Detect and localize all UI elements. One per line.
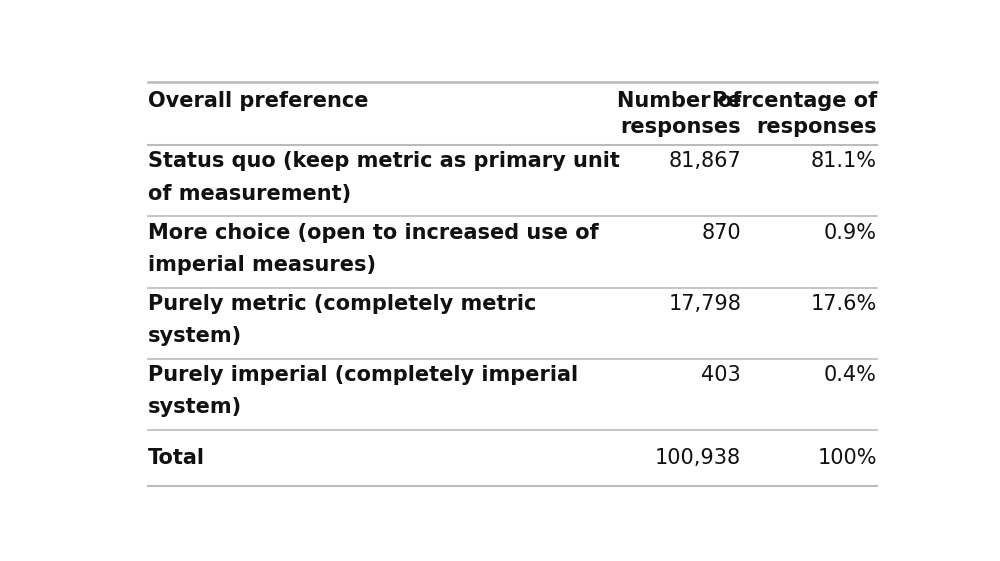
Text: 100%: 100% — [817, 448, 877, 468]
Text: Purely metric (completely metric: Purely metric (completely metric — [148, 294, 537, 314]
Text: responses: responses — [756, 117, 877, 137]
Text: Number of: Number of — [617, 91, 741, 111]
Text: 870: 870 — [702, 223, 741, 242]
Text: 17,798: 17,798 — [668, 294, 741, 314]
Text: imperial measures): imperial measures) — [148, 255, 376, 275]
Text: 81.1%: 81.1% — [811, 151, 877, 171]
Text: 403: 403 — [701, 365, 741, 385]
Text: system): system) — [148, 398, 242, 417]
Text: 100,938: 100,938 — [655, 448, 741, 468]
Text: system): system) — [148, 326, 242, 346]
Text: 17.6%: 17.6% — [810, 294, 877, 314]
Text: Purely imperial (completely imperial: Purely imperial (completely imperial — [148, 365, 578, 385]
Text: of measurement): of measurement) — [148, 183, 351, 204]
Text: responses: responses — [620, 117, 741, 137]
Text: Percentage of: Percentage of — [712, 91, 877, 111]
Text: 0.4%: 0.4% — [824, 365, 877, 385]
Text: Overall preference: Overall preference — [148, 91, 369, 111]
Text: Status quo (keep metric as primary unit: Status quo (keep metric as primary unit — [148, 151, 620, 171]
Text: 81,867: 81,867 — [668, 151, 741, 171]
Text: 0.9%: 0.9% — [824, 223, 877, 242]
Text: More choice (open to increased use of: More choice (open to increased use of — [148, 223, 599, 242]
Text: Total: Total — [148, 448, 205, 468]
